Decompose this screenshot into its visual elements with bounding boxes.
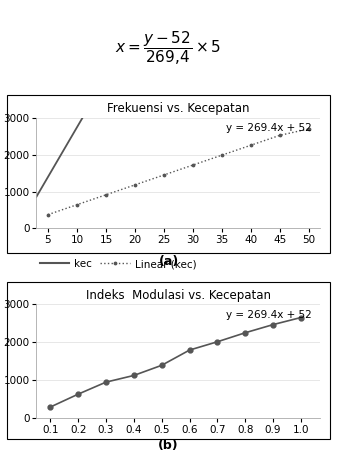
- Text: (b): (b): [158, 440, 179, 452]
- Text: (a): (a): [158, 255, 179, 268]
- Text: $x = \dfrac{y - 52}{269{,}4} \times 5$: $x = \dfrac{y - 52}{269{,}4} \times 5$: [115, 29, 222, 67]
